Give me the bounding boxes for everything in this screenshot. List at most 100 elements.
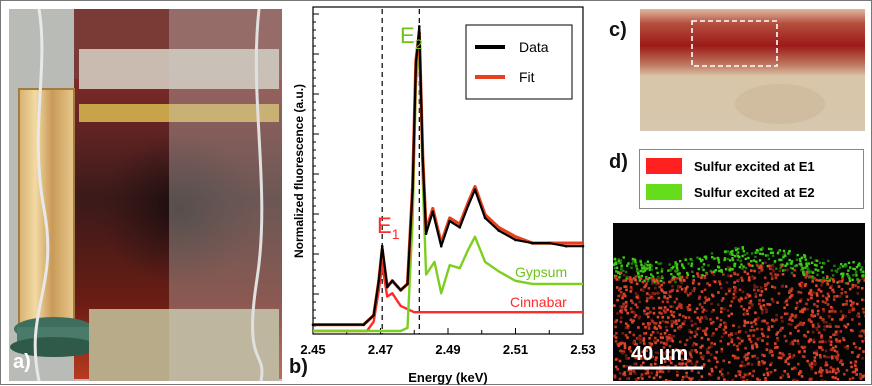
map-pixel-red <box>700 346 703 349</box>
map-pixel-green <box>614 262 616 264</box>
map-pixel-red <box>840 330 843 333</box>
map-pixel-red <box>689 378 692 381</box>
map-pixel-red <box>626 336 629 339</box>
map-pixel-red <box>689 360 692 363</box>
map-pixel-red <box>676 374 679 377</box>
map-pixel-red <box>662 381 665 382</box>
map-pixel-green <box>821 266 823 268</box>
map-pixel-red <box>769 364 772 367</box>
map-pixel-red <box>651 282 654 285</box>
map-pixel-red <box>626 312 629 315</box>
data-point <box>372 314 375 317</box>
map-pixel-red <box>635 378 638 381</box>
map-pixel-red <box>758 267 761 270</box>
map-pixel-red <box>647 324 650 327</box>
map-pixel-green <box>642 270 644 272</box>
map-pixel-green <box>636 266 638 268</box>
map-pixel-red <box>817 300 820 303</box>
map-pixel-red <box>833 291 836 294</box>
map-pixel-red <box>774 273 777 276</box>
map-pixel-red <box>771 354 774 357</box>
map-pixel-red <box>717 377 720 380</box>
map-pixel-red <box>697 371 700 374</box>
map-pixel-red <box>655 374 658 377</box>
map-pixel-red <box>711 311 714 314</box>
map-pixel-red <box>835 372 838 375</box>
map-pixel-red <box>705 309 708 312</box>
map-pixel-red <box>784 335 787 338</box>
map-pixel-red <box>702 330 705 333</box>
map-pixel-red <box>742 380 745 381</box>
map-pixel-green <box>857 264 859 266</box>
map-pixel-red <box>656 371 659 374</box>
map-pixel-red <box>744 347 747 350</box>
map-pixel-green <box>660 262 662 264</box>
map-pixel-red <box>782 273 785 276</box>
map-pixel-red <box>665 326 668 329</box>
panel-label-a: a) <box>13 351 31 374</box>
map-pixel-red <box>760 294 763 297</box>
map-pixel-red <box>702 358 705 361</box>
map-pixel-red <box>843 339 846 342</box>
map-pixel-red <box>702 311 705 314</box>
map-pixel-red <box>819 354 822 357</box>
map-pixel-red <box>807 331 810 334</box>
map-pixel-red <box>835 338 838 341</box>
map-pixel-red <box>617 295 620 298</box>
map-pixel-red <box>835 345 838 348</box>
map-pixel-red <box>839 295 842 298</box>
map-pixel-red <box>619 343 622 346</box>
map-pixel-red <box>766 322 769 325</box>
map-pixel-red <box>823 321 826 324</box>
map-pixel-red <box>829 323 832 326</box>
map-pixel-red <box>637 377 640 380</box>
map-pixel-green <box>702 269 704 271</box>
map-pixel-red <box>787 373 790 376</box>
map-pixel-red <box>801 283 804 286</box>
map-pixel-green <box>815 264 817 266</box>
data-point <box>378 279 381 282</box>
map-pixel-red <box>828 310 831 313</box>
map-pixel-red <box>721 350 724 353</box>
x-tick-label: 2.49 <box>435 342 460 357</box>
map-pixel-red <box>779 329 782 332</box>
map-pixel-red <box>691 370 694 373</box>
map-pixel-green <box>713 257 715 259</box>
map-pixel-green <box>840 263 842 265</box>
map-pixel-green <box>620 268 622 270</box>
map-pixel-green <box>690 265 692 267</box>
map-pixel-red <box>630 307 633 310</box>
map-pixel-red <box>827 356 830 359</box>
map-pixel-red <box>774 369 777 372</box>
map-pixel-green <box>759 248 761 250</box>
map-pixel-red <box>861 287 864 290</box>
map-pixel-red <box>746 357 749 360</box>
map-pixel-green <box>711 256 713 258</box>
data-point <box>467 204 470 207</box>
map-pixel-green <box>744 254 746 256</box>
map-pixel-red <box>622 373 625 376</box>
map-pixel-green <box>705 257 707 259</box>
map-pixel-red <box>652 331 655 334</box>
map-pixel-red <box>768 329 771 332</box>
map-pixel-green <box>852 268 854 270</box>
map-pixel-red <box>761 310 764 313</box>
map-pixel-green <box>787 252 789 254</box>
map-pixel-green <box>740 263 742 265</box>
map-pixel-red <box>735 332 738 335</box>
map-pixel-red <box>685 316 688 319</box>
map-pixel-red <box>771 325 774 328</box>
map-pixel-red <box>835 331 838 334</box>
map-pixel-green <box>647 261 649 263</box>
map-pixel-red <box>770 371 773 374</box>
map-pixel-green <box>796 259 798 261</box>
map-pixel-red <box>752 334 755 337</box>
map-pixel-red <box>645 277 648 280</box>
map-pixel-red <box>674 301 677 304</box>
map-pixel-red <box>856 303 859 306</box>
map-pixel-red <box>847 323 850 326</box>
map-pixel-red <box>735 375 738 378</box>
map-pixel-red <box>740 298 743 301</box>
map-pixel-red <box>750 341 753 344</box>
map-pixel-green <box>626 265 628 267</box>
